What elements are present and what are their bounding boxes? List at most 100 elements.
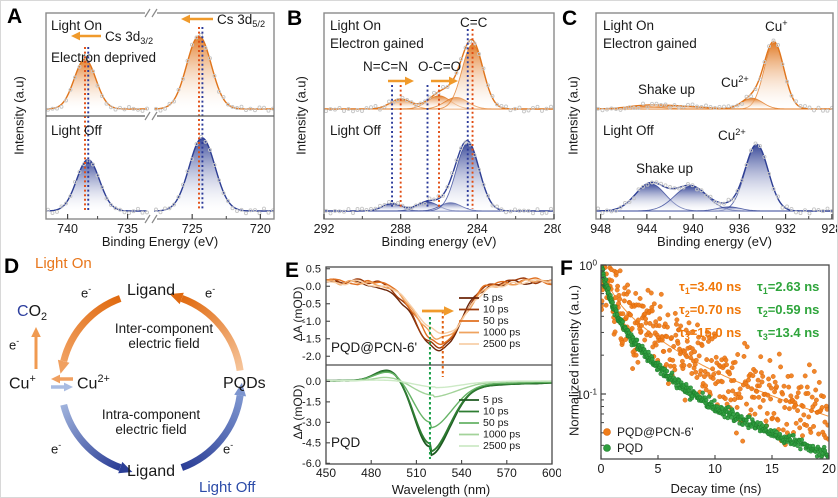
data-point: [649, 308, 655, 314]
data-point: [418, 201, 423, 206]
xps-peak-fill: [154, 35, 274, 109]
plot-area: [46, 33, 274, 216]
data-point: [701, 374, 707, 380]
data-point: [481, 66, 486, 71]
legend-label: 2500 ps: [483, 338, 520, 350]
data-point: [788, 373, 794, 379]
data-point: [627, 300, 633, 306]
data-point: [657, 362, 663, 368]
data-point: [821, 108, 825, 113]
panel-letter-c: C: [562, 7, 578, 30]
data-point: [684, 338, 690, 344]
data-point: [628, 312, 633, 318]
data-point: [55, 106, 59, 111]
y-tick-label: -3.0: [302, 417, 321, 429]
data-point: [118, 105, 122, 110]
data-point: [657, 316, 663, 322]
arrow-head: [449, 76, 458, 86]
x-tick-label: 10: [708, 462, 722, 476]
annotation: Light Off: [51, 123, 102, 138]
data-point: [650, 180, 654, 185]
data-point: [607, 265, 610, 266]
data-point: [789, 93, 794, 98]
annotation: Cs 3d5/2: [217, 12, 265, 29]
xps-peak-fill: [324, 97, 554, 109]
data-point: [795, 408, 801, 414]
data-point: [185, 169, 190, 174]
data-point: [409, 100, 414, 105]
data-point: [495, 102, 499, 107]
data-point: [351, 109, 355, 114]
data-point: [544, 106, 549, 111]
axis-break-slash: [151, 8, 158, 18]
data-point: [400, 95, 405, 100]
data-point: [737, 386, 743, 392]
data-point: [603, 265, 606, 266]
data-point: [418, 101, 423, 106]
legend-label: PQD@PCN-6': [617, 425, 693, 439]
data-point: [513, 106, 517, 111]
data-point: [685, 330, 691, 336]
data-point: [163, 106, 167, 111]
data-point: [735, 188, 740, 193]
data-point: [517, 105, 522, 110]
data-point: [423, 99, 427, 104]
data-point: [798, 446, 803, 452]
data-point: [689, 371, 695, 376]
data-point: [221, 95, 226, 100]
data-point: [337, 209, 342, 214]
x-axis-label-c: Binding energy (eV): [657, 234, 772, 249]
data-point: [95, 83, 100, 88]
data-point: [767, 358, 773, 363]
data-point: [113, 107, 118, 112]
legend-label: 50 ps: [483, 315, 509, 327]
data-point: [663, 102, 668, 107]
data-point: [619, 340, 625, 346]
data-point: [104, 196, 109, 201]
data-point: [734, 404, 740, 410]
data-point: [46, 207, 50, 212]
data-point: [751, 394, 757, 400]
data-point: [639, 323, 644, 328]
spectrum-curve: [326, 279, 552, 335]
co2-carbon: C: [17, 303, 29, 320]
data-point: [248, 208, 253, 213]
data-point: [758, 354, 764, 360]
arrow-head: [51, 374, 60, 384]
data-point: [756, 394, 762, 400]
data-point: [635, 317, 641, 323]
data-point: [668, 105, 672, 110]
data-point: [221, 191, 226, 196]
data-point: [746, 414, 752, 419]
cycle-arrow-head: [234, 382, 247, 397]
data-point: [257, 105, 262, 110]
co2-oxygen: O2: [28, 303, 48, 324]
data-point: [145, 106, 149, 111]
data-point: [678, 323, 684, 329]
data-point: [725, 389, 731, 395]
data-point: [821, 209, 825, 214]
legend-label: 2500 ps: [483, 440, 520, 452]
data-point: [212, 73, 217, 78]
x-tick-label: 5: [655, 462, 662, 476]
data-point: [131, 106, 136, 111]
data-point: [346, 106, 351, 111]
axis-break-slash: [151, 214, 158, 224]
data-point: [783, 398, 789, 403]
data-point: [709, 358, 714, 363]
cycle-arc: [60, 403, 122, 471]
sample-label: PQD: [331, 435, 361, 450]
data-point: [771, 410, 777, 416]
data-point: [706, 394, 712, 399]
data-point: [342, 109, 346, 113]
data-point: [190, 157, 194, 162]
data-point: [791, 433, 796, 438]
data-point: [136, 206, 140, 211]
annotation: Light On: [330, 18, 381, 33]
data-point: [68, 194, 73, 199]
data-point: [780, 391, 786, 397]
x-tick-label: 944: [636, 222, 657, 236]
data-point: [364, 207, 369, 212]
data-point: [710, 366, 716, 372]
data-point: [681, 104, 686, 109]
